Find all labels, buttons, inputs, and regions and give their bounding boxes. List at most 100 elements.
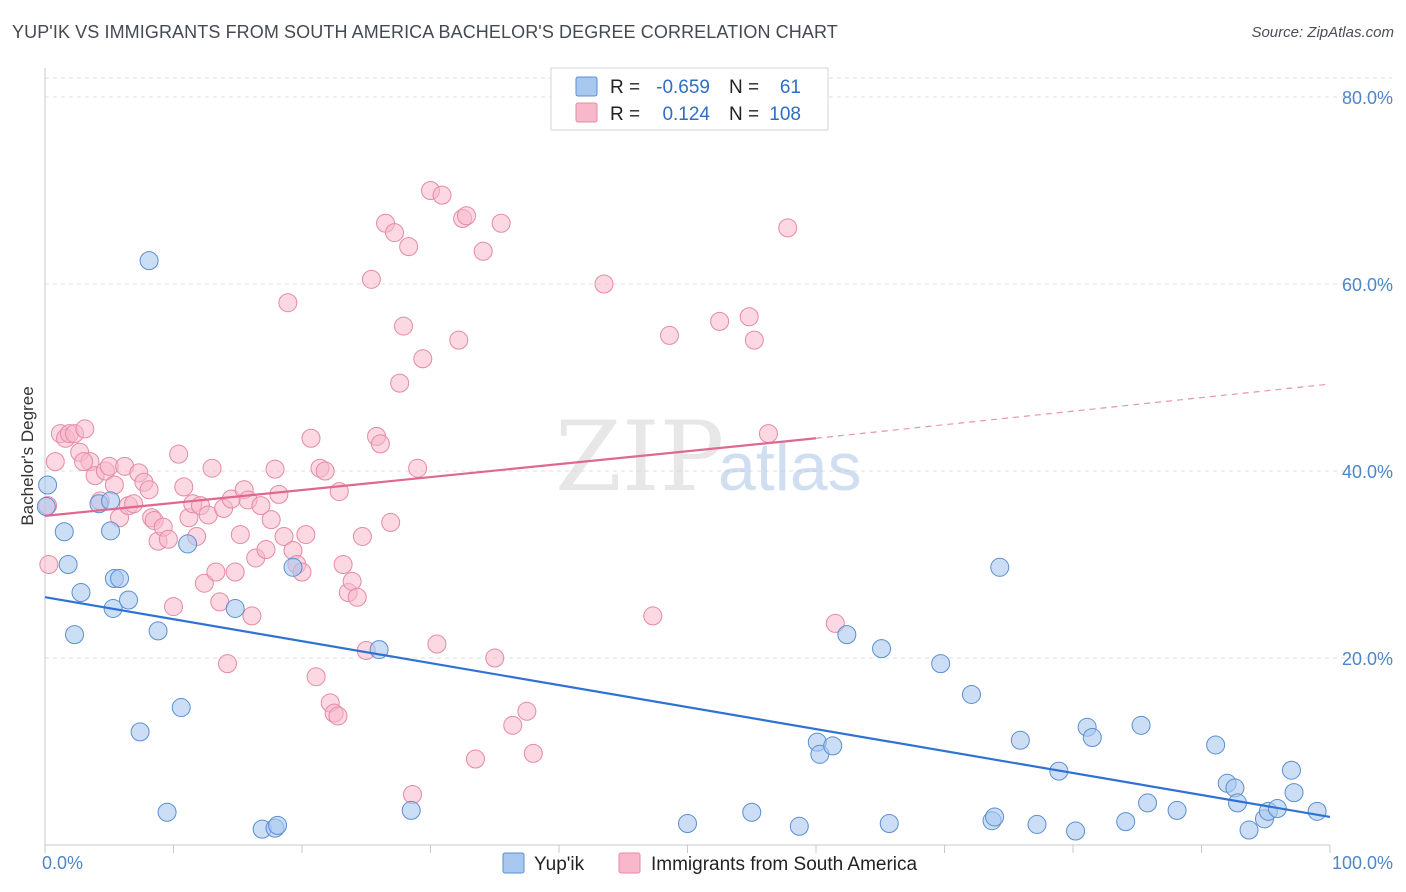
point-yupik (110, 569, 130, 589)
point-yupik (742, 802, 762, 822)
point-immigrants (251, 496, 271, 516)
point-yupik (985, 807, 1005, 827)
bottom-legend-label-yupik: Yup'ik (534, 854, 585, 875)
point-immigrants (202, 458, 222, 478)
point-yupik (789, 816, 809, 836)
point-immigrants (45, 452, 65, 472)
legend-r-value-1: -0.659 (656, 77, 710, 98)
legend-n-label-1: N = (729, 77, 759, 98)
point-immigrants (394, 316, 414, 336)
point-yupik (283, 557, 303, 577)
point-immigrants (164, 597, 183, 617)
point-immigrants (169, 444, 189, 464)
point-immigrants (315, 461, 335, 481)
point-yupik (38, 475, 58, 495)
point-immigrants (342, 571, 362, 591)
series-immigrants-points (38, 181, 845, 805)
point-immigrants (139, 480, 159, 500)
bottom-legend-label-immigrants: Immigrants from South America (651, 854, 918, 875)
series-yupik-points (36, 251, 1327, 841)
point-yupik (823, 736, 843, 756)
point-immigrants (361, 269, 381, 289)
point-yupik (1206, 735, 1226, 755)
point-yupik (961, 684, 981, 704)
legend-n-value-1: 61 (780, 77, 801, 98)
point-immigrants (758, 424, 778, 444)
point-immigrants (778, 218, 798, 238)
point-yupik (36, 497, 56, 517)
point-yupik (101, 491, 121, 511)
x-tick-label: 100.0% (1332, 853, 1393, 873)
point-immigrants (225, 562, 245, 582)
point-immigrants (517, 701, 537, 721)
point-immigrants (278, 293, 298, 313)
point-immigrants (74, 452, 94, 472)
point-yupik (1307, 801, 1327, 821)
point-immigrants (485, 648, 505, 668)
point-yupik (65, 625, 85, 645)
point-yupik (1284, 783, 1304, 803)
source-label: Source: ZipAtlas.com (1251, 24, 1394, 41)
point-yupik (1027, 814, 1047, 834)
point-yupik (872, 639, 892, 659)
point-yupik (401, 800, 421, 820)
y-tick-label: 40.0% (1342, 462, 1393, 482)
point-yupik (54, 522, 74, 542)
trend-lines (44, 383, 1331, 819)
bottom-legend-swatch-immigrants (618, 852, 641, 874)
point-yupik (1082, 727, 1102, 747)
point-immigrants (449, 330, 469, 350)
point-immigrants (256, 540, 276, 560)
bottom-legend-swatch-yupik (502, 852, 525, 874)
point-immigrants (39, 555, 59, 574)
point-yupik (58, 555, 78, 574)
point-immigrants (261, 510, 281, 530)
point-immigrants (296, 525, 316, 545)
point-yupik (837, 625, 857, 645)
legend-r-label-1: R = (610, 77, 640, 98)
point-immigrants (413, 349, 433, 369)
point-immigrants (328, 706, 348, 726)
point-yupik (1281, 760, 1301, 780)
point-immigrants (301, 428, 321, 448)
point-immigrants (408, 458, 428, 478)
point-immigrants (381, 512, 401, 532)
point-yupik (225, 598, 245, 618)
y-tick-label: 20.0% (1342, 649, 1393, 669)
point-immigrants (523, 743, 543, 763)
point-immigrants (744, 330, 764, 350)
point-immigrants (643, 606, 663, 626)
point-yupik (130, 722, 150, 742)
point-immigrants (739, 307, 759, 327)
point-immigrants (399, 237, 419, 257)
point-immigrants (274, 526, 294, 546)
point-immigrants (403, 785, 423, 805)
tick-labels: 20.0% 40.0% 60.0% 80.0% 0.0% 100.0% (42, 88, 1393, 873)
legend-box: R = -0.659 N = 61 R = 0.124 N = 108 (550, 67, 829, 131)
point-immigrants (473, 241, 493, 261)
point-immigrants (390, 373, 410, 393)
point-immigrants (217, 654, 237, 674)
x-tick-label: 0.0% (42, 853, 83, 873)
point-yupik (1138, 793, 1158, 813)
watermark: ZIP atlas (555, 401, 862, 513)
point-immigrants (465, 749, 485, 769)
point-immigrants (306, 667, 326, 687)
point-yupik (1239, 820, 1259, 840)
point-yupik (148, 621, 168, 641)
point-immigrants (427, 634, 447, 654)
point-yupik (1116, 812, 1136, 832)
point-immigrants (104, 475, 124, 495)
point-immigrants (456, 206, 476, 226)
point-immigrants (75, 419, 95, 439)
point-immigrants (206, 562, 226, 582)
point-yupik (101, 521, 121, 541)
point-yupik (268, 815, 288, 835)
point-yupik (171, 698, 191, 718)
point-immigrants (370, 434, 390, 454)
point-immigrants (333, 555, 353, 574)
point-immigrants (158, 529, 178, 549)
point-yupik (1167, 800, 1187, 820)
point-immigrants (265, 459, 285, 479)
point-immigrants (660, 325, 680, 345)
